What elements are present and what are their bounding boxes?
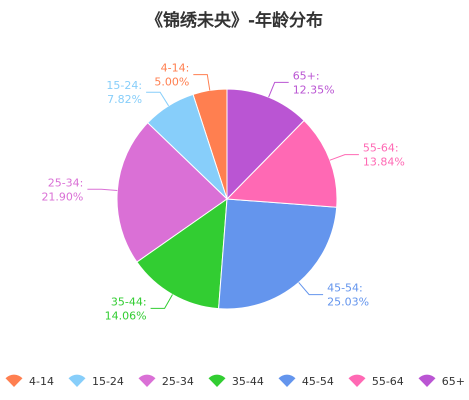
legend-swatch-icon: [138, 374, 156, 387]
legend-label: 55-64: [371, 374, 404, 388]
slice-label-value-15-24: 7.82%: [107, 93, 142, 106]
leader-line-55-64: [329, 154, 359, 161]
legend-swatch-icon: [208, 374, 226, 387]
slice-label-value-25-34: 21.90%: [41, 190, 83, 203]
slice-label-value-4-14: 5.00%: [154, 76, 189, 89]
leader-line-45-54: [298, 282, 324, 296]
legend-swatch-icon: [68, 374, 86, 387]
leader-line-4-14: [193, 74, 211, 91]
legend-label: 15-24: [91, 374, 124, 388]
chart-title: 《锦绣未央》-年龄分布: [145, 11, 324, 31]
slice-label-value-35-44: 14.06%: [105, 309, 147, 322]
legend-label: 25-34: [161, 374, 194, 388]
slice-label-category-4-14: 4-14:: [161, 62, 190, 75]
pie-slice-25-34[interactable]: [116, 122, 228, 263]
legend-item-15-24[interactable]: 15-24: [67, 374, 124, 388]
legend: 4-14 15-24 25-34 35-44 45-54 55-64 65+: [0, 372, 469, 390]
slice-label-category-15-24: 15-24:: [106, 79, 142, 92]
slice-label-category-25-34: 25-34:: [48, 176, 84, 189]
legend-item-35-44[interactable]: 35-44: [207, 374, 264, 388]
legend-item-25-34[interactable]: 25-34: [137, 374, 194, 388]
legend-swatch-icon: [278, 374, 296, 387]
legend-swatch-icon: [418, 374, 436, 387]
slice-label-category-65+: 65+:: [293, 69, 320, 82]
slice-label-value-55-64: 13.84%: [363, 156, 405, 169]
legend-label: 45-54: [301, 374, 334, 388]
legend-label: 35-44: [231, 374, 264, 388]
legend-item-45-54[interactable]: 45-54: [277, 374, 334, 388]
slice-label-category-35-44: 35-44:: [111, 295, 147, 308]
slice-label-value-65+: 12.35%: [293, 83, 335, 96]
pie-slice-55-64[interactable]: [225, 119, 338, 208]
legend-label: 4-14: [28, 374, 54, 388]
slice-label-category-55-64: 55-64:: [363, 142, 399, 155]
legend-label: 65+: [441, 374, 466, 388]
legend-item-4-14[interactable]: 4-14: [4, 374, 54, 388]
legend-item-55-64[interactable]: 55-64: [347, 374, 404, 388]
legend-item-65+[interactable]: 65+: [417, 374, 465, 388]
leader-line-65+: [268, 81, 289, 98]
pie-slice-45-54[interactable]: [218, 198, 338, 310]
legend-swatch-icon: [348, 374, 366, 387]
legend-swatch-icon: [5, 374, 23, 387]
slice-label-value-45-54: 25.03%: [327, 296, 369, 309]
leader-line-25-34: [87, 188, 118, 191]
leader-line-35-44: [150, 294, 173, 309]
leader-line-15-24: [146, 91, 170, 107]
slice-label-category-45-54: 45-54:: [327, 282, 363, 295]
